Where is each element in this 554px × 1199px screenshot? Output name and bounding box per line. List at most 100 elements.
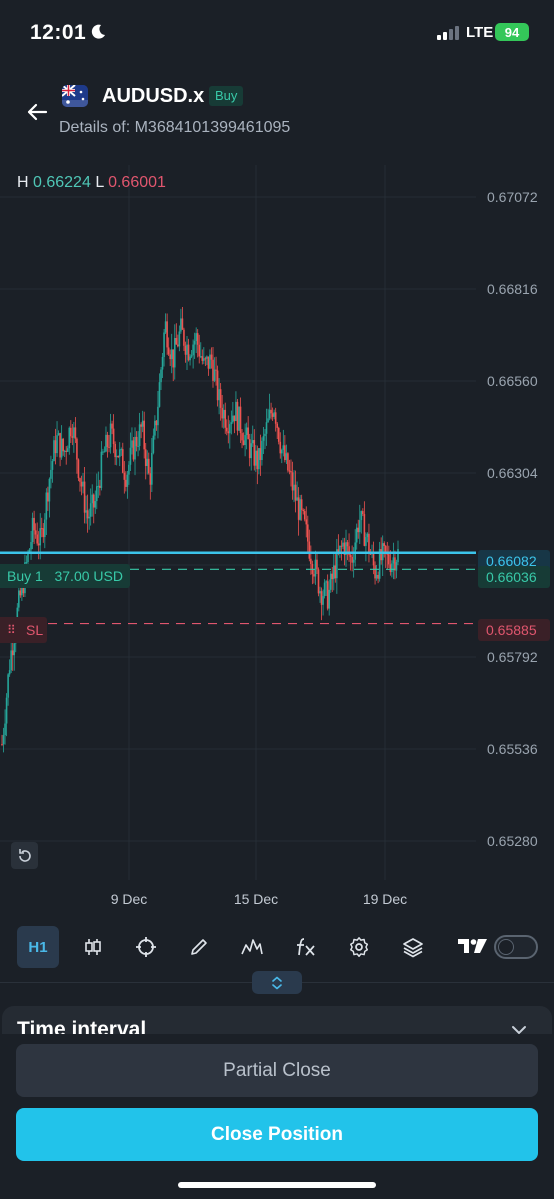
- price-chart[interactable]: 0.670720.668160.665600.663040.660480.657…: [0, 165, 554, 920]
- candle-body: [59, 433, 61, 458]
- candle-body: [345, 542, 347, 556]
- low-value: 0.66001: [108, 174, 166, 191]
- candle-body: [178, 331, 181, 347]
- position-tag[interactable]: Buy 1 37.00 USD: [0, 564, 130, 588]
- candle-body: [164, 321, 167, 333]
- layers-button[interactable]: [392, 926, 434, 968]
- candle-body: [328, 589, 330, 609]
- candle-body: [120, 449, 123, 451]
- candle-body: [149, 473, 152, 485]
- candle-body: [85, 510, 87, 513]
- candle-body: [339, 545, 341, 553]
- candle-body: [147, 458, 150, 474]
- candle-body: [102, 451, 104, 453]
- status-time: 12:01: [30, 21, 87, 44]
- chart-type-button[interactable]: [72, 926, 114, 968]
- candle-body: [308, 541, 311, 559]
- draw-button[interactable]: [178, 926, 220, 968]
- moon-icon: [91, 24, 105, 39]
- fx-button[interactable]: [285, 926, 327, 968]
- candle-body: [115, 455, 118, 458]
- candle-body: [76, 438, 78, 460]
- candle-body: [352, 559, 355, 563]
- candle-body: [175, 337, 178, 345]
- candle-body: [10, 650, 12, 671]
- candle-body: [31, 517, 34, 543]
- candle-body: [28, 549, 31, 553]
- partial-close-button[interactable]: Partial Close: [16, 1044, 538, 1097]
- candle-body: [201, 356, 204, 361]
- candle-body: [303, 511, 306, 520]
- candle-body: [374, 565, 376, 579]
- candle-body: [106, 434, 109, 448]
- settings-icon: [350, 937, 369, 957]
- candle-body: [137, 446, 139, 448]
- candle-body: [125, 479, 127, 487]
- chevron-down-icon[interactable]: [511, 1024, 527, 1036]
- candle-body: [62, 438, 64, 452]
- candle-body: [369, 553, 372, 555]
- candle-body: [262, 436, 265, 441]
- candle-body: [291, 472, 294, 491]
- network-type: LTE: [466, 24, 494, 41]
- y-tick-label: 0.66560: [487, 373, 538, 389]
- candle-body: [229, 424, 231, 434]
- candle-body: [270, 409, 272, 414]
- candle-body: [13, 643, 16, 656]
- crosshair-button[interactable]: [125, 926, 167, 968]
- candle-body: [74, 427, 77, 439]
- drag-handle-icon[interactable]: ⠿: [7, 623, 16, 637]
- interval-button[interactable]: H1: [17, 926, 59, 968]
- candle-body: [238, 406, 240, 431]
- candle-body: [83, 481, 86, 513]
- candle-body: [155, 420, 158, 426]
- candle-body: [397, 549, 399, 563]
- candle-body: [209, 354, 211, 369]
- candle-body: [19, 590, 22, 596]
- candle-body: [317, 569, 320, 594]
- candle-body: [294, 484, 297, 501]
- candle-body: [50, 469, 52, 479]
- close-position-button[interactable]: Close Position: [16, 1108, 538, 1161]
- back-arrow-icon[interactable]: [26, 102, 48, 122]
- candle-body: [86, 510, 89, 519]
- candle-body: [300, 499, 303, 510]
- candle-body: [219, 389, 222, 408]
- candle-body: [129, 447, 132, 465]
- candle-body: [310, 558, 312, 564]
- candle-body: [261, 440, 263, 460]
- candle-body: [326, 581, 329, 609]
- candle-body: [225, 427, 228, 432]
- side-badge: Buy: [209, 86, 244, 106]
- candle-body: [143, 420, 145, 450]
- settings-button[interactable]: [338, 926, 380, 968]
- candle-body: [267, 418, 269, 423]
- candle-body: [380, 549, 382, 561]
- crosshair-icon: [136, 937, 156, 957]
- reset-chart-button[interactable]: [11, 842, 38, 869]
- candle-body: [25, 562, 28, 564]
- candle-body: [314, 559, 317, 577]
- candle-body: [320, 591, 323, 605]
- candle-body: [389, 564, 392, 573]
- candle-body: [177, 344, 179, 347]
- candle-body: [111, 423, 113, 429]
- candle-body: [279, 441, 282, 454]
- chart-toggle[interactable]: [494, 935, 538, 959]
- candle-body: [284, 445, 286, 461]
- candle-body: [117, 455, 120, 458]
- candle-body: [296, 497, 298, 501]
- stop-loss-tag[interactable]: ⠿ SL: [0, 617, 47, 643]
- candle-body: [319, 591, 321, 594]
- expand-panel-button[interactable]: [252, 971, 302, 994]
- candle-body: [245, 427, 248, 436]
- candle-body: [366, 533, 369, 538]
- candle-body: [206, 356, 208, 359]
- candle-body: [235, 401, 237, 422]
- candle-body: [181, 318, 184, 330]
- candle-body: [18, 590, 20, 608]
- candle-body: [134, 436, 136, 460]
- indicators-button[interactable]: [231, 926, 273, 968]
- candle-body: [144, 449, 147, 467]
- candle-body: [88, 516, 90, 519]
